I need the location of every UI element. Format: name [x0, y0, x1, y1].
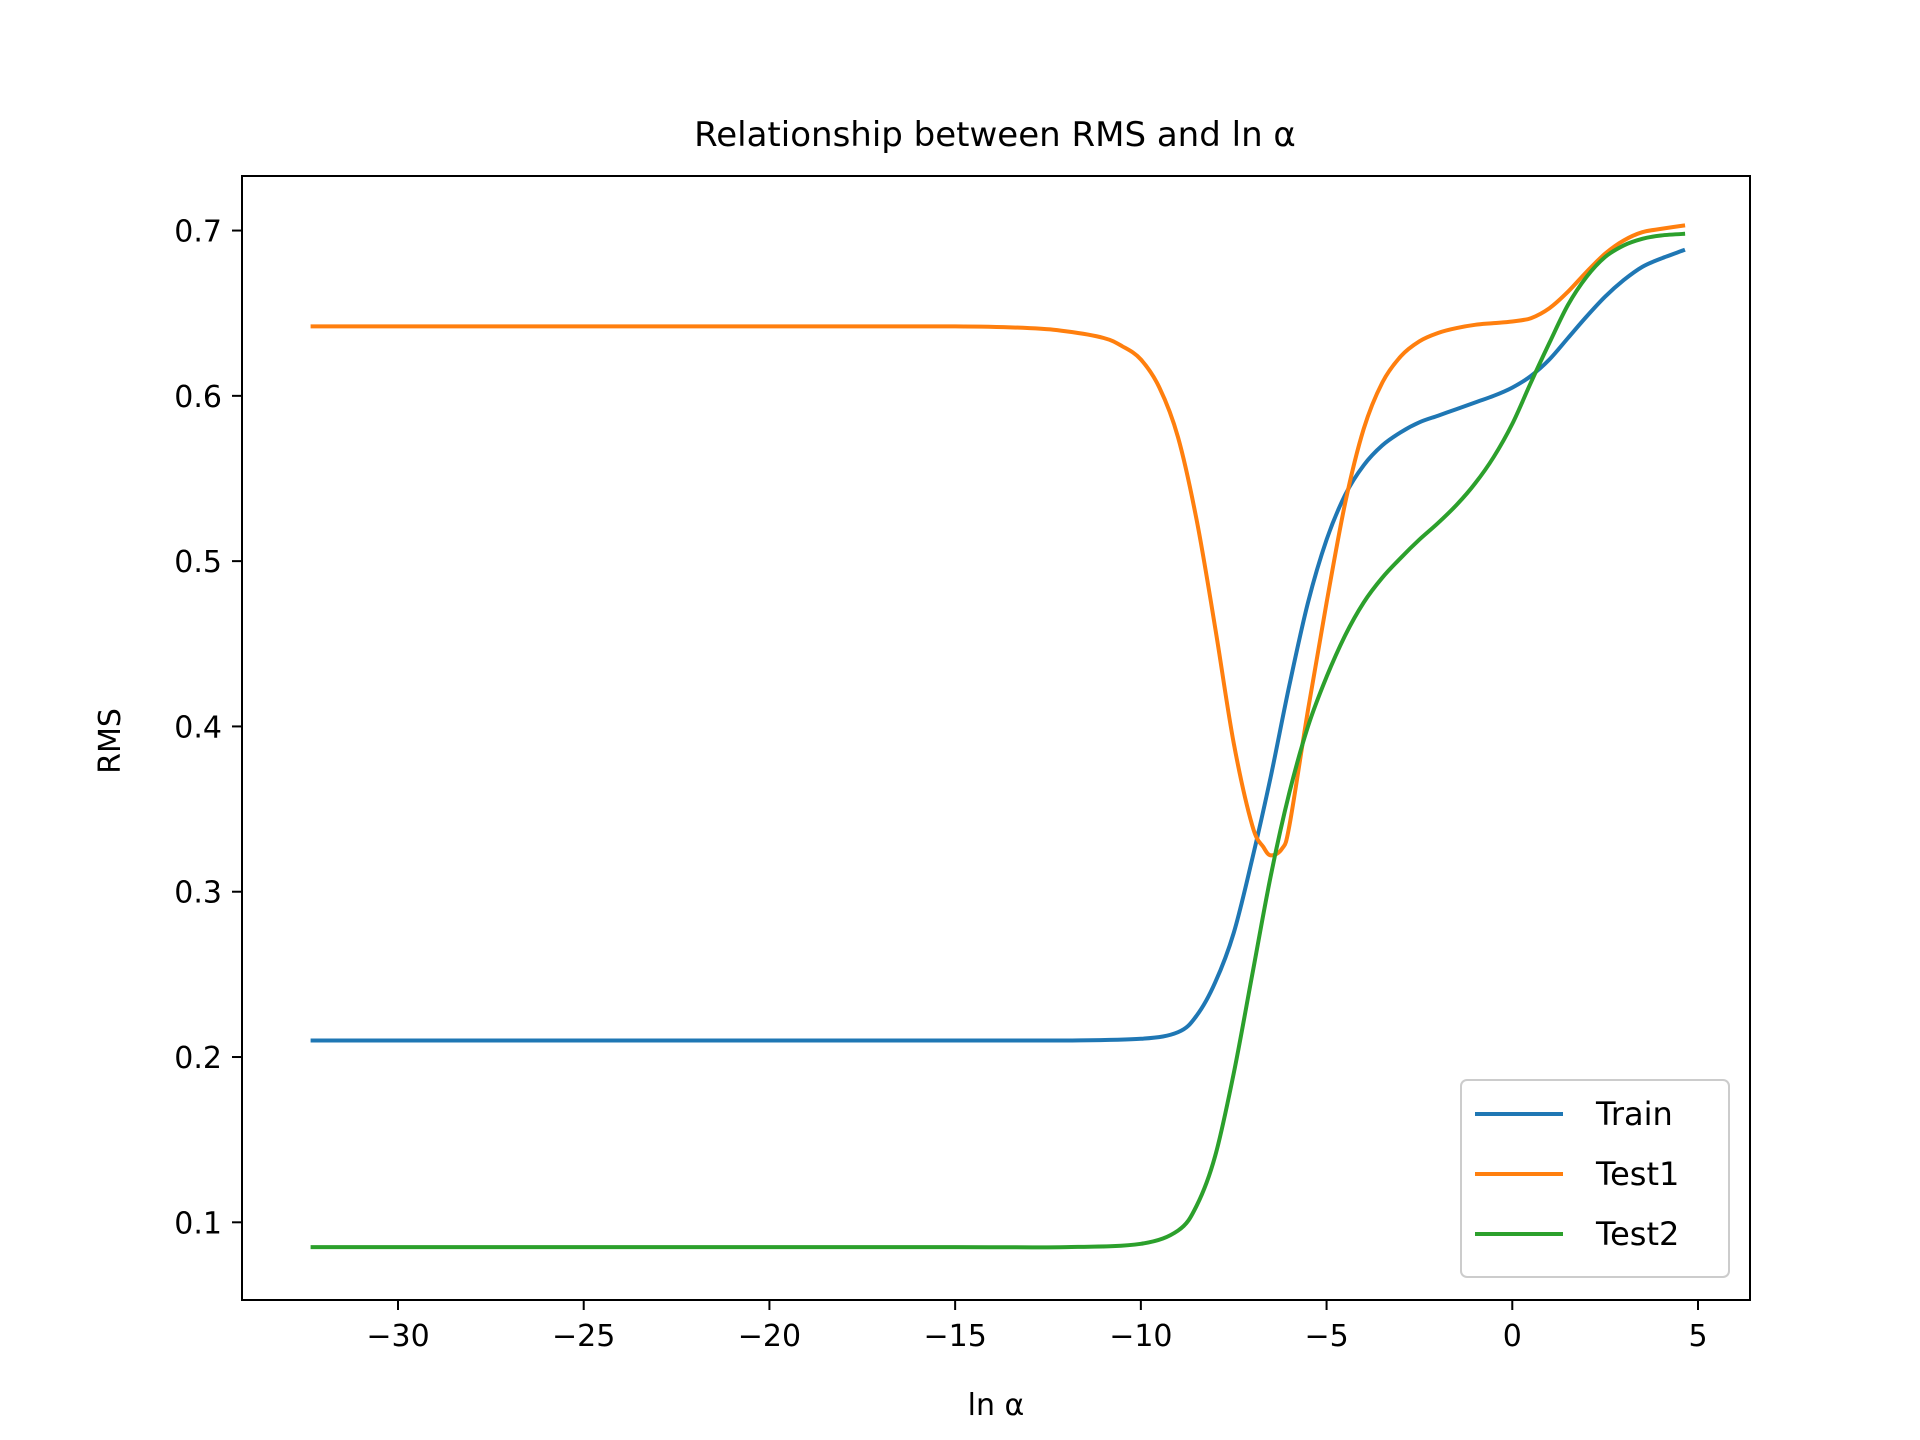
y-tick-label: 0.6: [174, 380, 222, 415]
y-tick-label: 0.7: [174, 215, 222, 250]
x-tick-label: 5: [1688, 1319, 1707, 1354]
x-tick-label: 0: [1503, 1319, 1522, 1354]
x-axis-label: ln α: [968, 1388, 1025, 1423]
chart-title: Relationship between RMS and ln α: [694, 115, 1296, 155]
legend-label-test1: Test1: [1595, 1155, 1679, 1193]
y-tick-label: 0.5: [174, 545, 222, 580]
y-axis-ticks: 0.1 0.2 0.3 0.4 0.5 0.6 0.7: [174, 215, 242, 1241]
x-tick-label: −20: [738, 1319, 801, 1354]
x-tick-label: −10: [1109, 1319, 1172, 1354]
legend: Train Test1 Test2: [1460, 1079, 1730, 1278]
series-line-train: [310, 247, 1686, 1043]
x-tick-label: −25: [552, 1319, 615, 1354]
x-axis-ticks: −30 −25 −20 −15 −10 −5 0 5: [366, 1300, 1708, 1354]
y-tick-label: 0.1: [174, 1206, 222, 1241]
y-axis-label: RMS: [93, 708, 128, 774]
x-tick-label: −30: [366, 1319, 429, 1354]
plot-frame: [241, 175, 1751, 1301]
y-tick-label: 0.3: [174, 876, 222, 911]
x-tick-label: −15: [923, 1319, 986, 1354]
y-tick-label: 0.4: [174, 710, 222, 745]
plot-lines: [310, 223, 1686, 1250]
series-line-test2: [310, 231, 1686, 1250]
legend-box: [1460, 1079, 1730, 1278]
y-tick-label: 0.2: [174, 1041, 222, 1076]
series-line-test1: [310, 223, 1686, 858]
legend-items: Train Test1 Test2: [1475, 1095, 1679, 1253]
legend-label-train: Train: [1595, 1095, 1673, 1133]
legend-label-test2: Test2: [1595, 1215, 1679, 1253]
x-tick-label: −5: [1304, 1319, 1348, 1354]
